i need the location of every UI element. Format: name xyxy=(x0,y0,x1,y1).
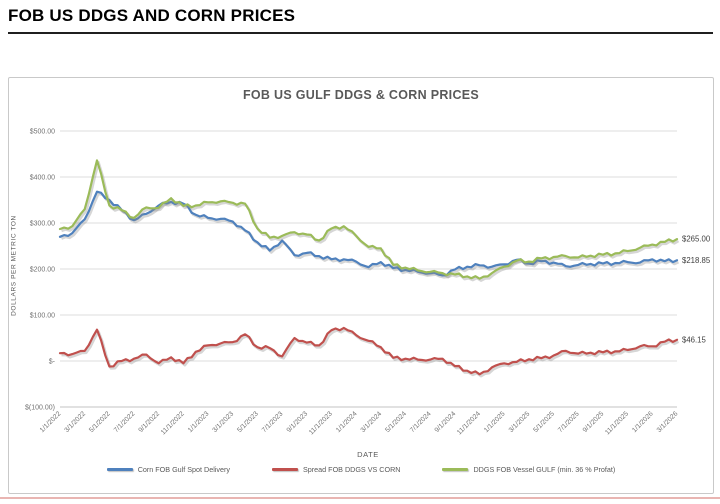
chart-title: FOB US GULF DDGS & CORN PRICES xyxy=(242,88,480,102)
ddgs-line-swatch xyxy=(442,468,469,471)
title-underline xyxy=(8,32,713,34)
legend-label-spread: Spread FOB DDGS VS CORN xyxy=(303,465,401,474)
corn-line-swatch xyxy=(106,468,133,471)
legend-item-spread: Spread FOB DDGS VS CORN xyxy=(272,465,400,474)
x-axis-title: DATE xyxy=(357,450,379,459)
chart-legend: Corn FOB Gulf Spot Delivery Spread FOB D… xyxy=(9,465,713,474)
legend-label-ddgs: DDGS FOB Vessel GULF (min. 36 % Profat) xyxy=(473,465,616,474)
y-axis-title: DOLLARS PER METRIC TON xyxy=(10,215,18,316)
bottom-red-rule xyxy=(0,497,720,499)
chart-frame xyxy=(8,77,714,494)
legend-item-ddgs: DDGS FOB Vessel GULF (min. 36 % Profat) xyxy=(442,465,615,474)
page-title: FOB US DDGS AND CORN PRICES xyxy=(8,6,296,25)
legend-label-corn: Corn FOB Gulf Spot Delivery xyxy=(137,465,230,474)
spread-line-swatch xyxy=(272,468,298,471)
legend-item-corn: Corn FOB Gulf Spot Delivery xyxy=(106,465,230,474)
